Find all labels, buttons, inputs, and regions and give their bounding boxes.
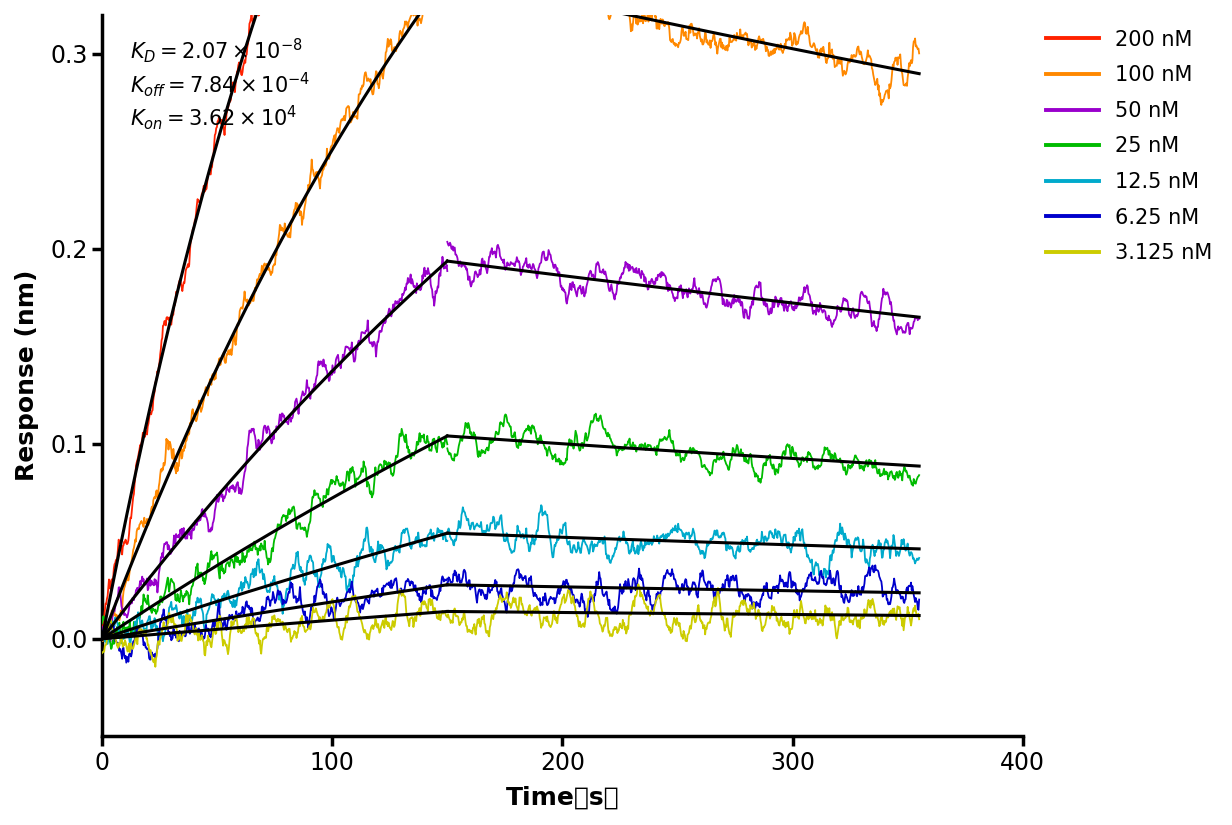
Legend: 200 nM, 100 nM, 50 nM, 25 nM, 12.5 nM, 6.25 nM, 3.125 nM: 200 nM, 100 nM, 50 nM, 25 nM, 12.5 nM, 6… — [1042, 26, 1217, 267]
X-axis label: Time（s）: Time（s） — [505, 786, 620, 810]
Text: $K_D=2.07\times10^{-8}$
$K_{off}=7.84\times10^{-4}$
$K_{on}=3.62\times10^{4}$: $K_D=2.07\times10^{-8}$ $K_{off}=7.84\ti… — [129, 36, 310, 132]
Y-axis label: Response (nm): Response (nm) — [15, 270, 39, 481]
